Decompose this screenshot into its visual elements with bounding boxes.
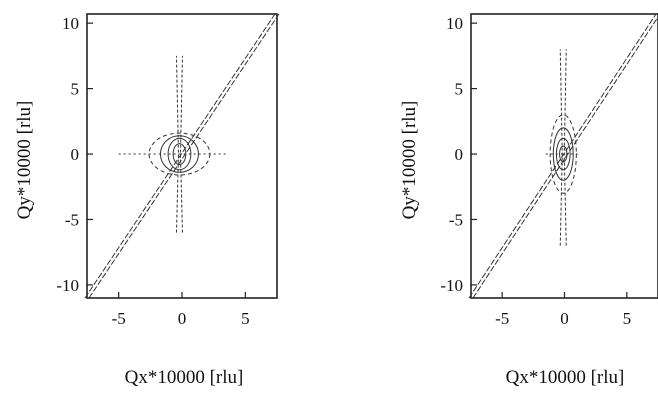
y-tick-label: 10	[446, 14, 463, 33]
plot-marks-left	[84, 13, 280, 299]
x-tick-label: -5	[495, 309, 509, 328]
tick-labels-right: -5 0 5 -10 -5 0 5 10	[440, 14, 631, 328]
contour-line	[559, 145, 568, 163]
contour-line	[167, 137, 192, 171]
contour-plot-right-svg: -5 0 5 -10 -5 0 5 10 Qx*10000 [rlu] Qy*10000 [r…	[399, 13, 658, 388]
tick-labels-left: -5 0 5 -10 -5 0 5 10	[56, 14, 249, 328]
plot-frame-left	[86, 13, 278, 299]
y-tick-label: -5	[65, 210, 79, 229]
y-tick-label: 5	[71, 80, 80, 99]
y-tick-label: 10	[62, 14, 79, 33]
x-axis-label: Qx*10000 [rlu]	[506, 367, 625, 388]
x-tick-label: -5	[112, 309, 126, 328]
x-tick-label: 0	[178, 309, 187, 328]
y-tick-label: -10	[56, 276, 79, 295]
x-tick-label: 5	[241, 309, 250, 328]
y-tick-label: -5	[449, 210, 463, 229]
contour-line	[148, 132, 211, 176]
vertical-streak	[175, 55, 183, 233]
contour-plot-left-svg: -5 0 5 -10 -5 0 5 10 Qx*10000 [rlu] Qy*10000 [r…	[14, 13, 280, 388]
diagonal-streak-line	[84, 13, 276, 299]
contour-line	[172, 143, 187, 166]
contour-plot-right: -5 0 5 -10 -5 0 5 10 Qx*10000 [rlu] Qy*10000 [r…	[329, 0, 658, 394]
plot-frame-right	[470, 13, 658, 299]
contour-line	[549, 114, 577, 194]
contour-line	[555, 137, 571, 171]
y-tick-label: 0	[455, 145, 464, 164]
diagonal-streak-line	[88, 13, 280, 299]
diagonal-streak-line	[472, 16, 658, 299]
plot-frame	[470, 13, 658, 299]
x-axis-label: Qx*10000 [rlu]	[125, 367, 244, 388]
y-tick-label: -10	[440, 276, 463, 295]
y-axis-label: Qy*10000 [rlu]	[14, 101, 35, 220]
x-tick-label: 5	[623, 309, 632, 328]
y-tick-label: 0	[71, 145, 80, 164]
y-axis-label: Qy*10000 [rlu]	[399, 101, 420, 220]
x-tick-label: 0	[560, 309, 569, 328]
y-tick-label: 5	[455, 80, 464, 99]
contour-plot-left: -5 0 5 -10 -5 0 5 10 Qx*10000 [rlu] Qy*10000 [r…	[0, 0, 329, 394]
contour-line	[159, 135, 199, 173]
diagonal-streak-line	[468, 13, 657, 299]
contour-line	[552, 127, 574, 181]
plot-marks-right	[468, 13, 658, 299]
